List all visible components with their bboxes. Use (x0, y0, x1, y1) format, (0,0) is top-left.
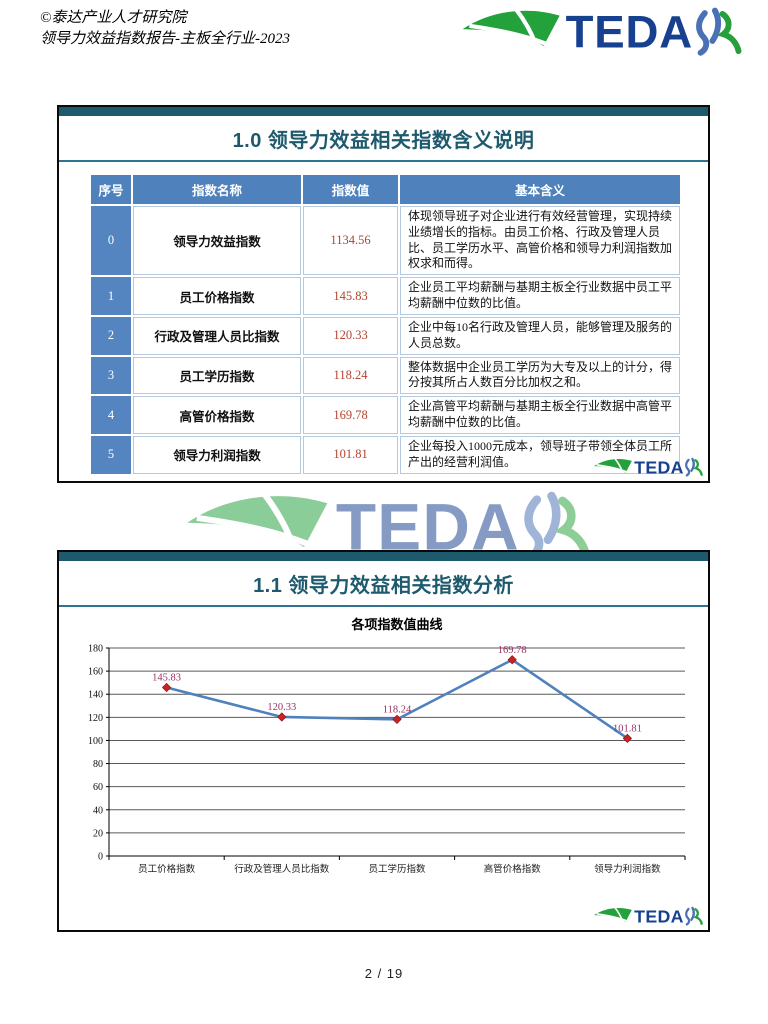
table-header-row: 序号 指数名称 指数值 基本含义 (91, 175, 680, 204)
y-tick-label: 0 (98, 852, 103, 863)
table-row: 2 行政及管理人员比指数 120.33 企业中每10名行政及管理人员，能够管理及服务的… (91, 316, 680, 355)
cell-no: 0 (91, 206, 131, 276)
x-category-label: 员工学历指数 (368, 863, 426, 875)
section-divider (59, 160, 708, 162)
cell-no: 2 (91, 316, 131, 355)
table-row: 3 员工学历指数 118.24 整体数据中企业员工学历为大专及以上的计分，得分按其所占… (91, 356, 680, 395)
data-point-label: 145.83 (152, 672, 181, 683)
section-top-bar (59, 107, 708, 116)
chart-title: 各项指数值曲线 (350, 617, 442, 632)
cell-name: 领导力效益指数 (133, 206, 301, 276)
column-header: 指数值 (303, 175, 398, 204)
teda-hr-mark (685, 906, 703, 926)
cell-value: 1134.56 (303, 206, 398, 276)
index-table-body: 0 领导力效益指数 1134.56 体现领导班子对企业进行有效经营管理，实现持续业绩增… (91, 206, 680, 474)
y-tick-label: 180 (88, 644, 103, 655)
y-tick-label: 100 (88, 736, 103, 747)
cell-desc: 企业高管平均薪酬与基期主板全行业数据中高管平均薪酬中位数的比值。 (400, 396, 680, 434)
teda-logo: TEDA (446, 3, 756, 57)
data-point-marker (507, 655, 517, 665)
data-point-label: 120.33 (267, 702, 296, 713)
cell-no: 5 (91, 435, 131, 474)
cell-name: 领导力利润指数 (133, 435, 301, 474)
cell-desc: 企业员工平均薪酬与基期主板全行业数据中员工平均薪酬中位数的比值。 (400, 277, 680, 315)
section-1-1-title: 1.1 领导力效益相关指数分析 (253, 575, 514, 597)
index-definition-table: 序号 指数名称 指数值 基本含义 0 领导力效益指数 1134.56 体现领导班子对企业进行… (89, 173, 682, 476)
teda-swoosh-icon (187, 491, 328, 548)
data-point-marker (622, 733, 633, 743)
x-category-label: 行政及管理人员比指数 (234, 863, 330, 875)
cell-desc: 企业每投入1000元成本，领导班子带领全体员工所产出的经营利润值。 (400, 435, 680, 474)
column-header: 基本含义 (400, 175, 680, 204)
data-point-marker (392, 714, 402, 724)
x-category-label: 高管价格指数 (484, 863, 542, 875)
teda-logo-small: TEDA (593, 455, 703, 478)
column-header: 序号 (91, 175, 131, 204)
y-tick-label: 40 (93, 805, 103, 816)
teda-swoosh-icon (462, 7, 560, 47)
y-tick-label: 160 (88, 667, 103, 678)
cell-desc: 整体数据中企业员工学历为大专及以上的计分，得分按其所占人数百分比加权之和。 (400, 356, 680, 395)
cell-name: 员工学历指数 (133, 356, 301, 395)
section-top-bar (59, 552, 708, 561)
page-number: 2 / 19 (364, 966, 404, 981)
cell-value: 101.81 (303, 435, 398, 474)
svg-text:TEDA: TEDA (634, 457, 684, 477)
y-tick-label: 120 (88, 713, 103, 724)
data-point-label: 101.81 (613, 723, 642, 734)
copyright-line: ©泰达产业人才研究院 (40, 10, 187, 26)
teda-hr-mark (696, 7, 742, 56)
cell-value: 145.83 (303, 277, 398, 315)
cell-desc: 企业中每10名行政及管理人员，能够管理及服务的人员总数。 (400, 316, 680, 355)
y-tick-label: 80 (93, 759, 103, 770)
report-title-line: 领导力效益指数报告-主板全行业-2023 (40, 31, 290, 47)
table-row: 4 高管价格指数 169.78 企业高管平均薪酬与基期主板全行业数据中高管平均薪酬中位… (91, 396, 680, 434)
cell-value: 169.78 (303, 396, 398, 434)
cell-value: 118.24 (303, 356, 398, 395)
cell-desc: 体现领导班子对企业进行有效经营管理，实现持续业绩增长的指标。由员工价格、行政及管… (400, 206, 680, 276)
x-category-label: 领导力利润指数 (594, 863, 661, 875)
cell-no: 3 (91, 356, 131, 395)
report-header-text: ©泰达产业人才研究院 领导力效益指数报告-主板全行业-2023 (40, 8, 290, 50)
table-row: 1 员工价格指数 145.83 企业员工平均薪酬与基期主板全行业数据中员工平均薪酬中位… (91, 277, 680, 315)
section-divider (59, 605, 708, 607)
teda-swoosh-icon (593, 906, 632, 922)
svg-text:TEDA: TEDA (566, 7, 693, 57)
cell-value: 120.33 (303, 316, 398, 355)
cell-name: 高管价格指数 (133, 396, 301, 434)
cell-no: 1 (91, 277, 131, 315)
section-1-0-title: 1.0 领导力效益相关指数含义说明 (232, 130, 535, 152)
teda-logo-small: TEDA (593, 904, 703, 927)
cell-no: 4 (91, 396, 131, 434)
y-tick-label: 60 (93, 782, 103, 793)
column-header: 指数名称 (133, 175, 301, 204)
y-tick-label: 140 (88, 690, 103, 701)
y-tick-label: 20 (93, 828, 103, 839)
cell-name: 行政及管理人员比指数 (133, 316, 301, 355)
index-line-chart: 各项指数值曲线 0 20 40 60 80 100 120 140 160 180 145.83 员工价… (88, 617, 686, 875)
teda-hr-mark (685, 457, 703, 477)
cell-name: 员工价格指数 (133, 277, 301, 315)
x-category-label: 员工价格指数 (138, 863, 196, 875)
data-point-marker (161, 682, 172, 693)
data-point-marker (277, 712, 287, 722)
section-index-definitions: 1.0 领导力效益相关指数含义说明 序号 指数名称 指数值 基本含义 0 领导力效益指数… (57, 105, 710, 483)
section-index-analysis: 1.1 领导力效益相关指数分析 各项指数值曲线 0 20 40 60 80 100 120 14… (57, 550, 710, 932)
table-row: 5 领导力利润指数 101.81 企业每投入1000元成本，领导班子带领全体员工所产出… (91, 435, 680, 474)
svg-text:TEDA: TEDA (634, 906, 684, 926)
teda-hr-mark (524, 491, 590, 562)
data-point-label: 118.24 (383, 704, 412, 715)
data-point-label: 169.78 (498, 645, 527, 656)
table-row: 0 领导力效益指数 1134.56 体现领导班子对企业进行有效经营管理，实现持续业绩增… (91, 206, 680, 276)
teda-swoosh-icon (593, 457, 632, 473)
